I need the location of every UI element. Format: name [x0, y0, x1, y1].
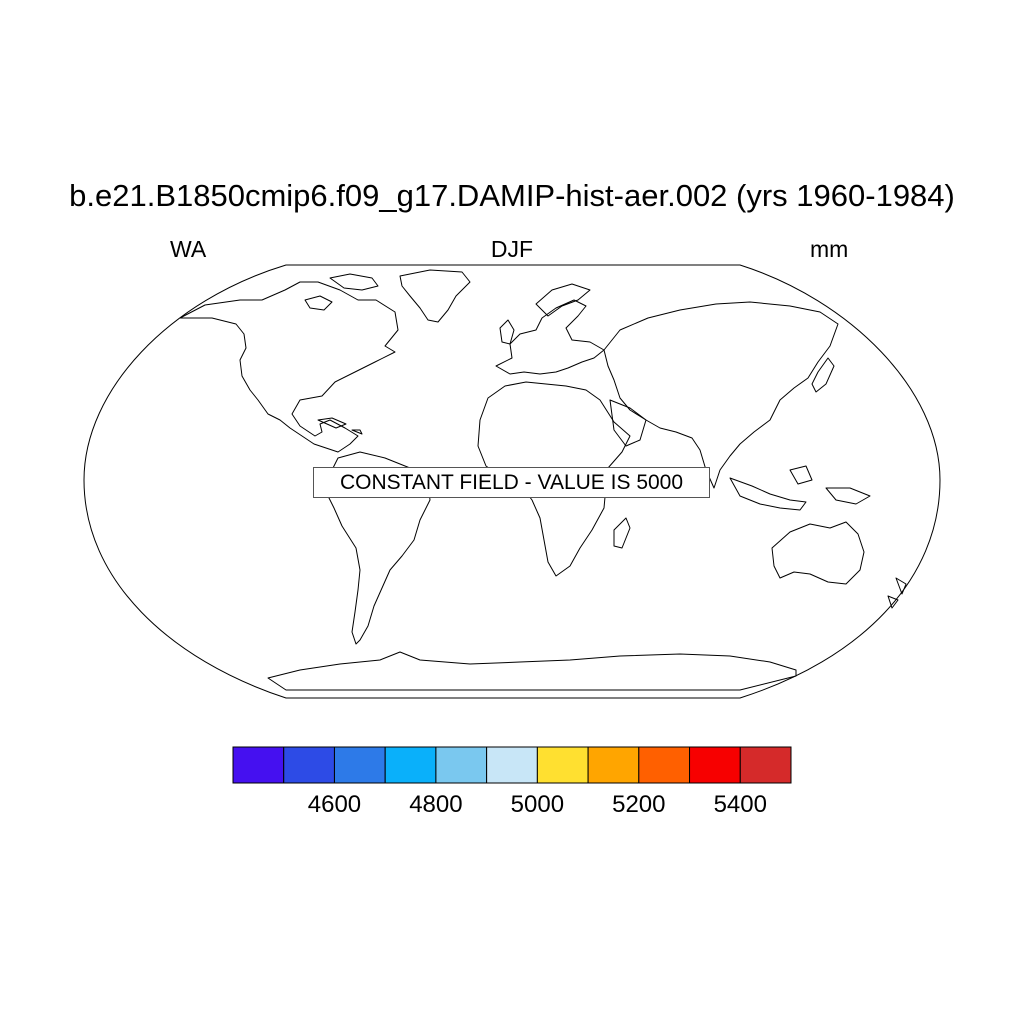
colorbar-swatch — [435, 746, 488, 784]
map-frame — [83, 264, 941, 699]
coastline-europe — [495, 299, 605, 375]
colorbar-swatch — [587, 746, 640, 784]
coastline-madagascar — [613, 517, 631, 549]
coastline-britain — [499, 319, 515, 345]
coastline-australia — [771, 521, 865, 585]
coastline-indonesia — [729, 465, 871, 511]
coastline-greenland — [399, 269, 471, 323]
coastline-new-zealand — [887, 577, 907, 609]
colorbar-swatch — [486, 746, 538, 784]
coastline-north-america — [179, 281, 399, 453]
colorbar-tick-label: 4800 — [409, 791, 463, 818]
constant-field-label: CONSTANT FIELD - VALUE IS 5000 — [313, 467, 710, 498]
colorbar-tick-label: 5400 — [713, 791, 767, 818]
colorbar-swatch — [333, 746, 386, 784]
colorbar-tick-label: 5200 — [612, 791, 666, 818]
colorbar-swatch — [739, 746, 792, 784]
colorbar-swatch — [384, 746, 437, 784]
coastline-scandinavia — [535, 283, 591, 317]
colorbar-swatch — [283, 746, 335, 784]
coastline-arabia — [609, 399, 647, 447]
coastline-antarctica — [267, 651, 797, 691]
season-label: DJF — [490, 236, 534, 262]
colorbar-tick-label: 5000 — [510, 791, 565, 818]
colorbar-swatch — [536, 746, 589, 784]
colorbar-swatch — [638, 746, 691, 784]
units-label: mm — [810, 236, 849, 262]
plot-title: b.e21.B1850cmip6.f09_g17.DAMIP-hist-aer.… — [69, 178, 955, 213]
colorbar-tick-label: 4600 — [307, 791, 362, 818]
variable-label: WA — [170, 236, 207, 262]
coastline-arctic-islands — [304, 273, 379, 311]
coastline-japan — [811, 357, 835, 393]
colorbar-swatch — [232, 746, 285, 784]
coastline-caribbean — [317, 417, 363, 435]
colorbar-swatch — [689, 746, 741, 784]
